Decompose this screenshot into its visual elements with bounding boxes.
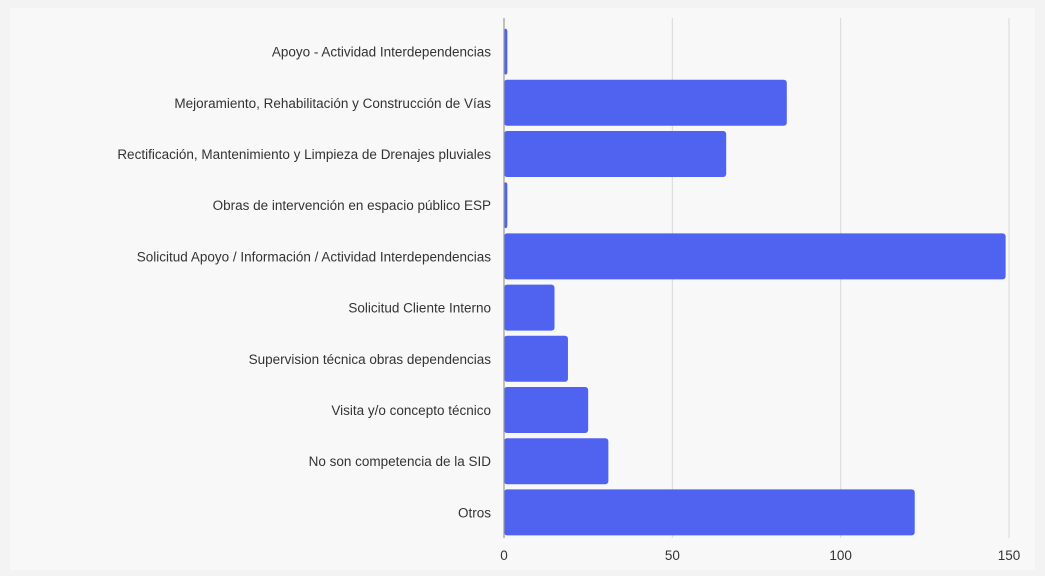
category-label: No son competencia de la SID bbox=[309, 454, 492, 469]
bar bbox=[504, 131, 727, 177]
bars bbox=[504, 28, 1006, 536]
category-label: Otros bbox=[458, 505, 491, 520]
bar bbox=[504, 438, 609, 485]
x-tick-labels: 0 50 100 150 bbox=[500, 548, 1020, 563]
category-label: Mejoramiento, Rehabilitación y Construcc… bbox=[174, 96, 491, 111]
category-label: Solicitud Cliente Interno bbox=[348, 301, 491, 316]
x-tick-label: 100 bbox=[829, 548, 852, 563]
bar bbox=[504, 28, 508, 75]
category-label: Obras de intervención en espacio público… bbox=[213, 198, 491, 213]
bar bbox=[504, 335, 568, 382]
bar bbox=[504, 284, 555, 331]
category-label: Apoyo - Actividad Interdependencias bbox=[272, 45, 491, 60]
bar-chart: Apoyo - Actividad Interdependencias Mejor… bbox=[117, 18, 1020, 563]
x-tick-label: 0 bbox=[500, 548, 508, 563]
bar bbox=[504, 489, 915, 536]
category-label: Rectificación, Mantenimiento y Limpieza … bbox=[117, 147, 491, 162]
category-label: Visita y/o concepto técnico bbox=[331, 403, 491, 418]
bar bbox=[504, 233, 1006, 280]
bar bbox=[504, 182, 508, 229]
category-labels: Apoyo - Actividad Interdependencias Mejor… bbox=[117, 45, 491, 521]
chart-container: Apoyo - Actividad Interdependencias Mejor… bbox=[10, 8, 1035, 570]
x-tick-label: 150 bbox=[998, 548, 1021, 563]
category-label: Solicitud Apoyo / Información / Activida… bbox=[137, 249, 491, 264]
bar bbox=[504, 79, 787, 126]
x-tick-label: 50 bbox=[665, 548, 680, 563]
category-label: Supervision técnica obras dependencias bbox=[249, 352, 492, 367]
bar bbox=[504, 387, 589, 433]
